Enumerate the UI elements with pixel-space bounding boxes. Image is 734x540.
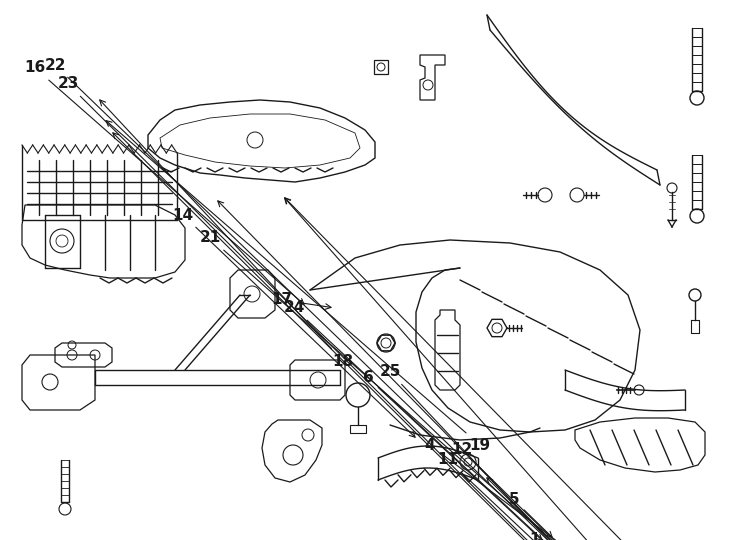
Text: 3: 3 [487, 478, 690, 540]
Text: 7: 7 [113, 133, 722, 540]
Text: 16: 16 [24, 60, 304, 305]
Text: 25: 25 [379, 364, 694, 540]
Text: 15: 15 [285, 198, 677, 540]
Text: 4: 4 [425, 437, 625, 540]
Text: 14: 14 [172, 207, 415, 437]
Text: 1: 1 [530, 532, 734, 540]
Text: 11: 11 [437, 453, 734, 540]
Bar [350, 425, 366, 433]
Text: 18: 18 [100, 100, 354, 368]
Text: 24: 24 [283, 300, 734, 540]
Text: 19: 19 [106, 120, 490, 453]
Text: 12: 12 [451, 442, 734, 540]
Text: 21: 21 [200, 231, 679, 540]
Text: 23: 23 [57, 77, 534, 540]
Text: 17: 17 [272, 293, 331, 309]
Text: 20: 20 [285, 198, 608, 540]
Text: 22: 22 [44, 57, 734, 540]
Text: 6: 6 [363, 370, 542, 540]
Text: 5: 5 [509, 492, 552, 537]
Text: 8: 8 [218, 201, 709, 540]
Bar [374, 60, 388, 74]
